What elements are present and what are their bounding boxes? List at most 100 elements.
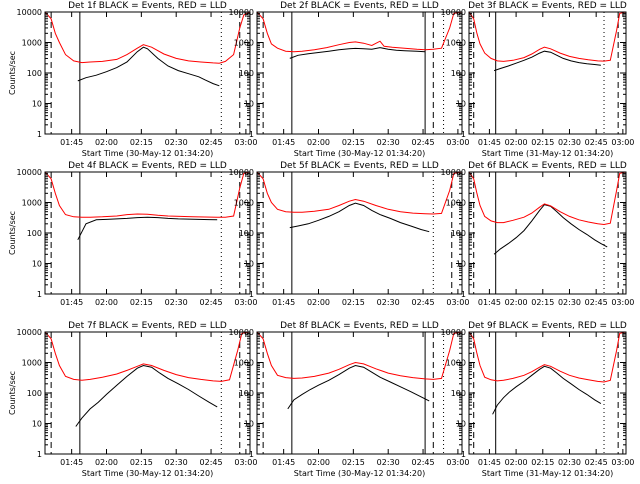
plot-frame xyxy=(468,171,627,295)
chart-panel-8: Det 8f BLACK = Events, RED = LLD 1 10 100 10… xyxy=(229,321,470,478)
series-line-events xyxy=(75,364,218,427)
x-tick-label: 02:00 xyxy=(505,138,528,147)
series-line-events xyxy=(77,46,220,87)
y-tick-label: 1000 xyxy=(234,359,254,368)
chart-title: Det 7f BLACK = Events, RED = LLD xyxy=(68,321,227,331)
y-tick-label: 100 xyxy=(27,229,42,238)
y-tick-label: 1 xyxy=(249,450,254,459)
x-tick-label: 02:15 xyxy=(130,138,153,147)
chart-panel-1: Det 1f BLACK = Events, RED = LLD11010010… xyxy=(8,1,257,158)
y-axis-label: Counts/sec xyxy=(8,371,17,415)
series-line-events xyxy=(77,216,218,241)
y-tick-label: 10 xyxy=(244,100,254,109)
y-tick-label: 1 xyxy=(461,290,466,299)
x-tick-label: 01:45 xyxy=(272,458,295,467)
x-tick-label: 02:45 xyxy=(585,458,608,467)
x-tick-label: 03:00 xyxy=(234,458,257,467)
x-tick-label: 01:45 xyxy=(60,138,83,147)
series-group xyxy=(469,12,626,72)
x-tick-label: 02:15 xyxy=(342,458,365,467)
x-tick-label: 02:45 xyxy=(412,458,435,467)
chart-panel-6: Det 6f BLACK = Events, RED = LLD 1 10 100 10… xyxy=(441,161,635,307)
x-tick-label: 02:15 xyxy=(531,458,554,467)
x-axis-label: Start Time (31-May-12 01:34:20) xyxy=(482,149,613,158)
x-axis-label: Start Time (30-May-12 01:34:20) xyxy=(294,469,425,478)
x-tick-label: 02:30 xyxy=(165,138,188,147)
x-tick-label: 02:00 xyxy=(307,138,330,147)
series-line-lld xyxy=(257,12,462,53)
x-tick-label: 02:00 xyxy=(95,298,118,307)
y-tick-label: 1 xyxy=(37,450,42,459)
chart-title: Det 6f BLACK = Events, RED = LLD xyxy=(468,161,627,171)
x-tick-label: 03:00 xyxy=(611,298,634,307)
series-group xyxy=(45,12,250,87)
x-tick-label: 01:45 xyxy=(478,298,501,307)
x-tick-label: 01:45 xyxy=(272,138,295,147)
y-tick-label: 10000 xyxy=(441,8,466,17)
y-tick-label: 10 xyxy=(244,420,254,429)
chart-title: Det 3f BLACK = Events, RED = LLD xyxy=(468,1,627,11)
x-tick-label: 02:45 xyxy=(200,458,223,467)
y-tick-label: 100 xyxy=(239,229,254,238)
x-tick-label: 02:30 xyxy=(558,138,581,147)
x-tick-label: 02:45 xyxy=(585,298,608,307)
series-line-events xyxy=(287,364,430,410)
x-axis-label: Start Time (31-May-12 01:34:20) xyxy=(482,469,613,478)
y-tick-label: 1000 xyxy=(446,39,466,48)
x-tick-label: 02:15 xyxy=(130,298,153,307)
chart-panel-3: Det 3f BLACK = Events, RED = LLD 1 10 100 10… xyxy=(441,1,635,158)
y-tick-label: 1000 xyxy=(446,359,466,368)
y-tick-label: 100 xyxy=(239,389,254,398)
y-tick-label: 10000 xyxy=(441,168,466,177)
x-tick-label: 02:15 xyxy=(531,138,554,147)
series-line-lld xyxy=(45,332,250,382)
x-tick-label: 03:00 xyxy=(446,298,469,307)
y-tick-label: 100 xyxy=(27,69,42,78)
x-tick-label: 02:15 xyxy=(342,298,365,307)
y-tick-label: 100 xyxy=(451,389,466,398)
series-line-lld xyxy=(45,172,250,218)
x-tick-label: 01:45 xyxy=(272,298,295,307)
chart-title: Det 2f BLACK = Events, RED = LLD xyxy=(280,1,439,11)
chart-title: Det 1f BLACK = Events, RED = LLD xyxy=(68,1,227,11)
series-group xyxy=(469,332,626,415)
series-line-events xyxy=(493,50,601,72)
series-line-events xyxy=(493,204,608,255)
x-tick-label: 02:30 xyxy=(165,298,188,307)
x-tick-label: 02:30 xyxy=(377,298,400,307)
plot-frame xyxy=(44,171,251,295)
y-tick-label: 1000 xyxy=(234,199,254,208)
y-tick-label: 10 xyxy=(32,420,42,429)
x-tick-label: 02:30 xyxy=(558,298,581,307)
y-tick-label: 100 xyxy=(451,69,466,78)
y-tick-label: 10000 xyxy=(17,328,42,337)
series-line-lld xyxy=(469,12,626,62)
chart-panel-7: Det 7f BLACK = Events, RED = LLD11010010… xyxy=(8,321,257,478)
x-tick-label: 02:45 xyxy=(200,298,223,307)
y-tick-label: 10000 xyxy=(17,8,42,17)
series-line-lld xyxy=(469,332,626,383)
plot-frame xyxy=(256,11,463,135)
series-line-events xyxy=(492,365,602,415)
y-tick-label: 1 xyxy=(249,290,254,299)
x-tick-label: 01:45 xyxy=(60,298,83,307)
y-tick-label: 100 xyxy=(451,229,466,238)
chart-title: Det 9f BLACK = Events, RED = LLD xyxy=(468,321,627,331)
series-group xyxy=(45,332,250,427)
series-line-lld xyxy=(257,172,462,215)
y-axis-label: Counts/sec xyxy=(8,51,17,95)
x-tick-label: 02:00 xyxy=(307,298,330,307)
x-tick-label: 03:00 xyxy=(446,138,469,147)
y-tick-label: 1000 xyxy=(22,199,42,208)
x-axis-label: Start Time (30-May-12 01:34:20) xyxy=(82,469,213,478)
plot-frame xyxy=(256,171,463,295)
x-tick-label: 02:00 xyxy=(95,138,118,147)
y-tick-label: 1 xyxy=(37,290,42,299)
x-tick-label: 02:15 xyxy=(342,138,365,147)
y-tick-label: 100 xyxy=(27,389,42,398)
x-tick-label: 02:30 xyxy=(165,458,188,467)
x-tick-label: 03:00 xyxy=(234,298,257,307)
y-tick-label: 10 xyxy=(456,100,466,109)
chart-title: Det 8f BLACK = Events, RED = LLD xyxy=(280,321,439,331)
